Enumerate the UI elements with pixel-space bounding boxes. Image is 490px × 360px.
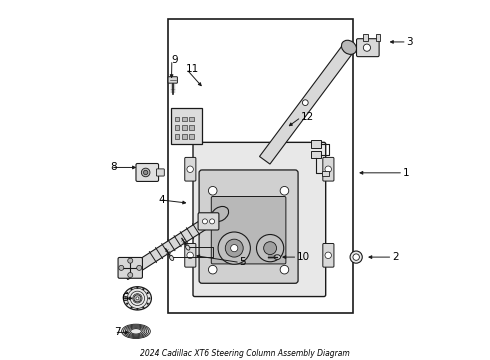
Polygon shape xyxy=(122,210,223,280)
Text: 2: 2 xyxy=(392,252,399,262)
Circle shape xyxy=(280,265,289,274)
Circle shape xyxy=(210,219,215,224)
Circle shape xyxy=(218,232,250,264)
Circle shape xyxy=(147,292,149,294)
Text: 1: 1 xyxy=(403,168,410,178)
Bar xyxy=(182,126,187,130)
Circle shape xyxy=(142,306,145,309)
Circle shape xyxy=(136,287,139,289)
FancyBboxPatch shape xyxy=(198,213,219,230)
Circle shape xyxy=(256,234,284,262)
Bar xyxy=(182,117,187,121)
Circle shape xyxy=(353,254,359,260)
FancyBboxPatch shape xyxy=(199,170,298,283)
Bar xyxy=(190,126,194,130)
Bar xyxy=(376,35,380,41)
FancyBboxPatch shape xyxy=(185,157,196,181)
Ellipse shape xyxy=(274,255,280,260)
Bar xyxy=(168,19,353,313)
FancyBboxPatch shape xyxy=(156,169,164,176)
Text: 8: 8 xyxy=(111,162,117,172)
Circle shape xyxy=(325,252,331,258)
Ellipse shape xyxy=(186,245,190,250)
Ellipse shape xyxy=(211,207,229,222)
Circle shape xyxy=(264,242,276,255)
Ellipse shape xyxy=(123,287,151,310)
Bar xyxy=(311,150,321,158)
Text: 6: 6 xyxy=(122,293,128,303)
Circle shape xyxy=(137,265,142,270)
Circle shape xyxy=(364,44,370,51)
Text: 10: 10 xyxy=(297,252,310,262)
Text: 11: 11 xyxy=(186,64,199,74)
Circle shape xyxy=(136,297,139,300)
FancyBboxPatch shape xyxy=(168,77,177,83)
Bar xyxy=(190,134,194,139)
FancyBboxPatch shape xyxy=(211,197,286,264)
Circle shape xyxy=(136,308,139,310)
Polygon shape xyxy=(260,44,354,164)
FancyBboxPatch shape xyxy=(323,243,334,267)
Circle shape xyxy=(119,265,124,270)
Bar xyxy=(190,117,194,121)
Circle shape xyxy=(126,292,128,294)
Circle shape xyxy=(302,100,308,105)
Text: 5: 5 xyxy=(240,257,246,267)
Circle shape xyxy=(130,288,133,290)
Text: 4: 4 xyxy=(159,195,166,205)
FancyBboxPatch shape xyxy=(118,257,143,278)
Ellipse shape xyxy=(342,40,357,54)
Circle shape xyxy=(208,186,217,195)
Ellipse shape xyxy=(122,324,150,338)
Circle shape xyxy=(126,303,128,305)
Circle shape xyxy=(325,166,331,172)
FancyBboxPatch shape xyxy=(323,157,334,181)
Bar xyxy=(322,171,329,176)
Circle shape xyxy=(187,252,194,258)
Circle shape xyxy=(128,273,133,278)
Bar xyxy=(364,35,368,41)
Bar xyxy=(311,140,321,148)
Bar xyxy=(182,134,187,139)
Text: 2024 Cadillac XT6 Steering Column Assembly Diagram: 2024 Cadillac XT6 Steering Column Assemb… xyxy=(140,348,350,357)
Text: 12: 12 xyxy=(300,112,314,122)
Circle shape xyxy=(280,186,289,195)
Circle shape xyxy=(208,265,217,274)
Circle shape xyxy=(147,303,149,305)
FancyBboxPatch shape xyxy=(136,163,159,181)
Circle shape xyxy=(231,244,238,252)
FancyBboxPatch shape xyxy=(185,243,196,267)
Circle shape xyxy=(141,168,150,177)
FancyBboxPatch shape xyxy=(193,142,326,297)
Text: 3: 3 xyxy=(406,37,413,47)
FancyBboxPatch shape xyxy=(357,39,379,57)
Circle shape xyxy=(187,166,194,172)
Bar xyxy=(175,117,179,121)
Bar xyxy=(175,134,179,139)
Circle shape xyxy=(202,219,207,224)
Text: 9: 9 xyxy=(172,55,178,65)
Circle shape xyxy=(225,239,243,257)
Text: 7: 7 xyxy=(114,327,121,337)
Circle shape xyxy=(124,297,126,300)
Bar xyxy=(172,108,202,144)
Circle shape xyxy=(134,295,141,302)
Circle shape xyxy=(128,258,133,263)
Circle shape xyxy=(142,288,145,290)
Circle shape xyxy=(148,297,150,300)
Circle shape xyxy=(144,170,148,175)
Bar xyxy=(175,126,179,130)
Ellipse shape xyxy=(170,255,173,261)
Circle shape xyxy=(130,306,133,309)
Circle shape xyxy=(350,251,362,263)
